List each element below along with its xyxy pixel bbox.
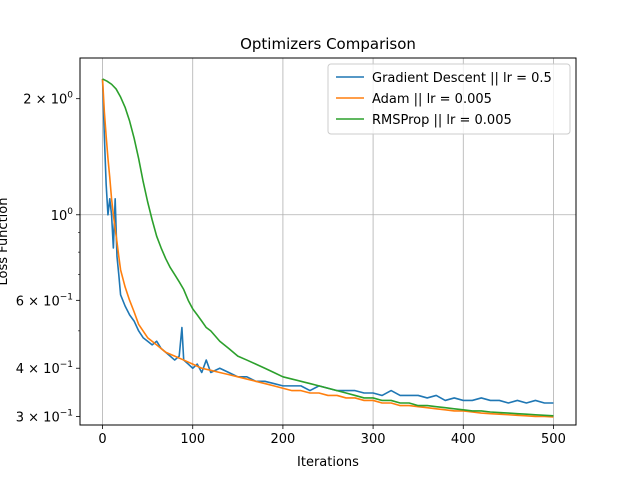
x-tick-label: 0	[98, 432, 106, 447]
x-tick-label: 500	[541, 432, 566, 447]
x-tick-label: 200	[270, 432, 295, 447]
legend-box	[327, 63, 571, 135]
x-tick-label: 400	[451, 432, 476, 447]
y-tick-label: 4 × 10−1	[16, 360, 73, 377]
series-line-2	[102, 78, 554, 417]
plot-frame	[79, 57, 577, 426]
y-tick-label: 3 × 10−1	[16, 408, 73, 425]
x-axis-label: Iterations	[297, 455, 359, 470]
y-tick-label: 100	[51, 207, 74, 224]
y-tick-label: 2 × 100	[23, 91, 73, 108]
y-tick-label: 6 × 10−1	[16, 292, 73, 309]
legend-label: Adam || lr = 0.005	[372, 92, 492, 107]
y-axis-label: Loss Function	[0, 198, 11, 286]
legend: Gradient Descent || lr = 0.5 Adam || lr =…	[327, 63, 571, 135]
series-line-0	[101, 78, 554, 404]
x-tick-label: 100	[180, 432, 205, 447]
series-line-1	[101, 78, 554, 418]
x-tick-label: 300	[361, 432, 386, 447]
chart-title: Optimizers Comparison	[240, 35, 416, 53]
y-axis-ticks: 100 2 × 100 3 × 10−1 4 × 10−1 6 × 10−1	[16, 91, 80, 425]
series-layer	[101, 78, 554, 418]
legend-label: RMSProp || lr = 0.005	[372, 113, 512, 128]
legend-label: Gradient Descent || lr = 0.5	[372, 71, 552, 86]
x-axis-ticks: 0 100 200 300 400 500	[98, 425, 566, 447]
